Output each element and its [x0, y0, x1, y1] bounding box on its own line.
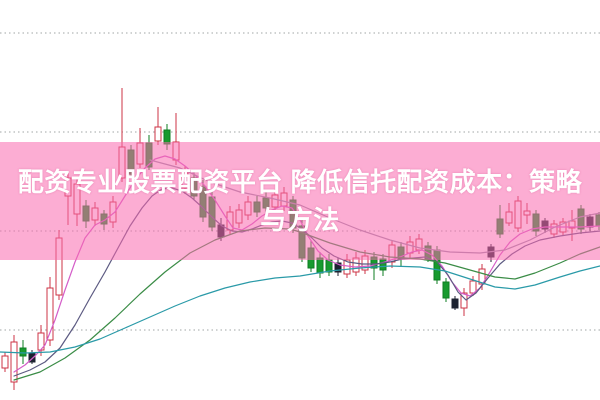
- promo-banner-overlay: 配资专业股票配资平台 降低信托配资成本：策略 与方法: [0, 142, 600, 260]
- banner-title-line2: 与方法: [260, 205, 340, 235]
- ma-teal: [0, 265, 600, 354]
- banner-title-line1: 配资专业股票配资平台 降低信托配资成本：策略: [17, 167, 583, 197]
